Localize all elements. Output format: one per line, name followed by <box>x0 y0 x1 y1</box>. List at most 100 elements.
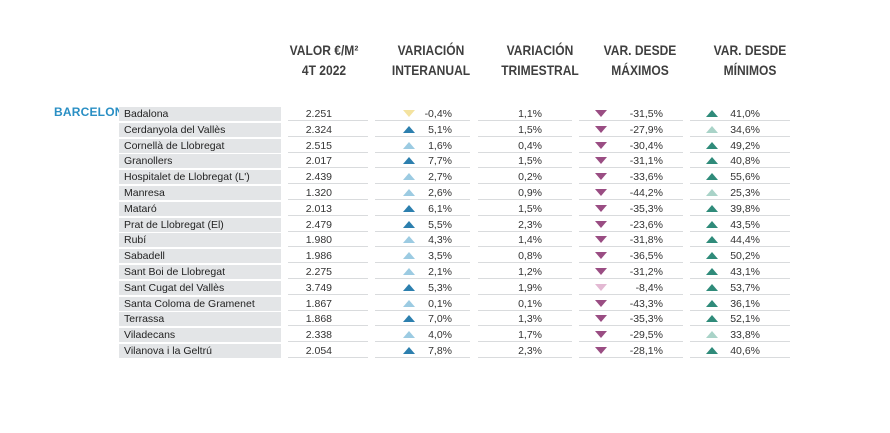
interanual-cell: 7,8% <box>375 344 470 358</box>
municipality-name: Vilanova i la Geltrú <box>119 344 281 358</box>
minimos-cell: 43,5% <box>690 218 790 232</box>
valor-cell: 2.439 <box>288 170 368 185</box>
minimos-value: 39,8% <box>730 202 760 215</box>
municipality-name: Viladecans <box>119 328 281 343</box>
maximos-value: -29,5% <box>629 329 663 342</box>
trimestral-cell: 0,2% <box>478 170 572 185</box>
valor-cell: 2.275 <box>288 265 368 279</box>
municipality-name: Rubí <box>119 233 281 248</box>
table-row: Santa Coloma de Gramenet 1.867 0,1% 0,1% -43… <box>0 296 890 312</box>
interanual-value: 2,7% <box>428 171 452 184</box>
maximos-value: -31,5% <box>629 108 663 120</box>
interanual-value: 2,6% <box>428 187 452 199</box>
down-arrow-icon <box>595 268 607 275</box>
header-trimestral-line2: TRIMESTRAL <box>501 62 579 78</box>
minimos-cell: 40,8% <box>690 154 790 169</box>
header-valor: VALOR €/M² 4T 2022 <box>283 40 366 86</box>
minimos-value: 40,6% <box>730 345 760 357</box>
variation-arrow-icon <box>403 283 415 291</box>
valor-cell: 1.867 <box>288 297 368 311</box>
table-row: Granollers 2.017 7,7% 1,5% -31,1% 40,8% <box>0 153 890 169</box>
up-arrow-icon <box>706 347 718 354</box>
maximos-value: -35,3% <box>629 202 663 215</box>
valor-cell: 2.251 <box>288 107 368 121</box>
header-valor-line1: VALOR €/M² <box>289 42 359 58</box>
header-maximos-line1: VAR. DESDE <box>603 42 677 58</box>
interanual-value: 3,5% <box>428 250 452 263</box>
variation-arrow-icon <box>403 189 415 196</box>
interanual-cell: 5,1% <box>375 123 470 137</box>
minimos-value: 40,8% <box>730 155 760 168</box>
down-arrow-icon <box>595 283 607 291</box>
variation-arrow-icon <box>403 331 415 339</box>
variation-arrow-icon <box>403 299 415 307</box>
minimos-cell: 36,1% <box>690 297 790 311</box>
table-row: Sant Boi de Llobregat 2.275 2,1% 1,2% -31,2%… <box>0 264 890 280</box>
maximos-value: -30,4% <box>629 139 663 152</box>
up-arrow-icon <box>706 204 718 212</box>
up-arrow-icon <box>706 189 718 196</box>
minimos-cell: 53,7% <box>690 281 790 295</box>
interanual-value: 5,1% <box>428 123 452 136</box>
down-arrow-icon <box>595 331 607 339</box>
up-arrow-icon <box>706 125 718 133</box>
variation-arrow-icon <box>403 347 415 354</box>
valor-cell: 2.013 <box>288 202 368 216</box>
municipality-name: Mataró <box>119 201 281 216</box>
minimos-value: 55,6% <box>730 171 760 184</box>
variation-arrow-icon <box>403 220 415 228</box>
up-arrow-icon <box>706 315 718 323</box>
municipality-name: Cerdanyola del Vallès <box>119 122 281 137</box>
municipality-name: Granollers <box>119 154 281 169</box>
header-minimos-line2: MÍNIMOS <box>723 62 777 78</box>
municipality-name: Cornellà de Llobregat <box>119 138 281 153</box>
maximos-value: -31,1% <box>629 155 663 168</box>
maximos-cell: -35,3% <box>579 202 683 216</box>
trimestral-cell: 0,9% <box>478 186 572 200</box>
interanual-value: 7,7% <box>428 155 452 168</box>
municipality-name: Terrassa <box>119 312 281 327</box>
minimos-cell: 55,6% <box>690 170 790 185</box>
maximos-cell: -29,5% <box>579 328 683 343</box>
maximos-value: -36,5% <box>629 250 663 263</box>
interanual-cell: 0,1% <box>375 297 470 311</box>
maximos-cell: -31,8% <box>579 233 683 248</box>
minimos-cell: 39,8% <box>690 202 790 216</box>
trimestral-cell: 1,5% <box>478 154 572 169</box>
maximos-value: -43,3% <box>629 297 663 310</box>
interanual-cell: 2,6% <box>375 186 470 200</box>
valor-cell: 1.986 <box>288 249 368 264</box>
interanual-value: 0,1% <box>428 297 452 310</box>
header-interanual-line2: INTERANUAL <box>391 62 471 78</box>
interanual-cell: 5,5% <box>375 218 470 232</box>
minimos-value: 25,3% <box>730 187 760 199</box>
variation-arrow-icon <box>403 110 415 117</box>
header-trimestral: VARIACIÓN TRIMESTRAL <box>488 40 591 86</box>
maximos-cell: -8,4% <box>579 281 683 295</box>
interanual-value: -0,4% <box>424 108 452 120</box>
variation-arrow-icon <box>403 141 415 149</box>
down-arrow-icon <box>595 315 607 323</box>
table-row: Cornellà de Llobregat 2.515 1,6% 0,4% -30,4%… <box>0 138 890 154</box>
municipality-name: Prat de Llobregat (El) <box>119 217 281 232</box>
maximos-value: -27,9% <box>629 123 663 136</box>
valor-cell: 3.749 <box>288 281 368 295</box>
maximos-value: -44,2% <box>629 187 663 199</box>
header-minimos-line1: VAR. DESDE <box>713 42 787 58</box>
down-arrow-icon <box>595 204 607 212</box>
variation-arrow-icon <box>403 252 415 260</box>
header-trimestral-line1: VARIACIÓN <box>506 42 574 58</box>
minimos-value: 43,1% <box>730 266 760 278</box>
header-valor-line2: 4T 2022 <box>301 62 347 78</box>
down-arrow-icon <box>595 252 607 260</box>
variation-arrow-icon <box>403 315 415 323</box>
interanual-cell: -0,4% <box>375 107 470 121</box>
interanual-cell: 7,7% <box>375 154 470 169</box>
trimestral-cell: 2,3% <box>478 344 572 358</box>
interanual-value: 4,0% <box>428 329 452 342</box>
table-row: Sabadell 1.986 3,5% 0,8% -36,5% 50,2% <box>0 248 890 264</box>
up-arrow-icon <box>706 141 718 149</box>
maximos-cell: -33,6% <box>579 170 683 185</box>
variation-arrow-icon <box>403 268 415 275</box>
municipality-name: Manresa <box>119 186 281 200</box>
